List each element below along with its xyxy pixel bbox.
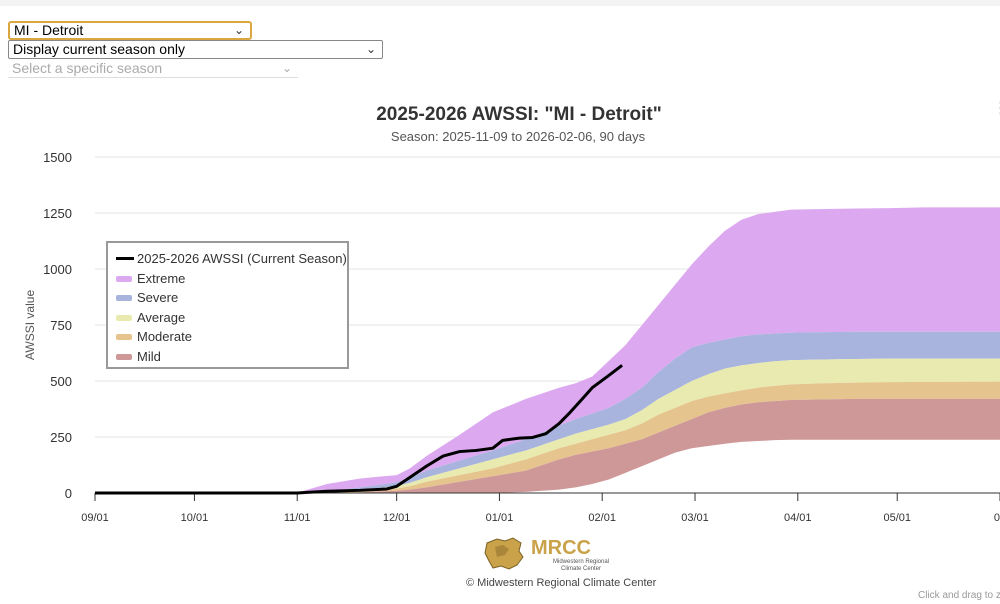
copyright-text: © Midwestern Regional Climate Center [466, 577, 657, 589]
legend-label: Average [137, 309, 186, 325]
mrcc-logo: MRCC Midwestern Regional Climate Center [484, 537, 609, 572]
legend-label: Severe [137, 290, 179, 305]
legend-label: Moderate [137, 329, 192, 344]
season-mode-value: Display current season only [13, 41, 185, 57]
specific-season-placeholder: Select a specific season [12, 60, 163, 76]
logo-subtext-2: Climate Center [561, 566, 601, 572]
y-tick-label: 1500 [43, 150, 72, 165]
logo-text: MRCC [531, 537, 591, 559]
band-average [95, 358, 1000, 493]
y-axis-label: AWSSI value [23, 290, 37, 361]
current-season-line [95, 364, 623, 495]
legend-item-moderate[interactable]: Moderate [108, 327, 347, 347]
x-tick-label: 12/01 [383, 512, 411, 524]
chart-title: 2025-2026 AWSSI: "MI - Detroit" [376, 104, 662, 125]
station-select[interactable]: MI - Detroit ⌄ [8, 21, 252, 40]
x-tick-label: 10/01 [181, 512, 209, 524]
legend-swatch [116, 275, 132, 282]
legend-label: Extreme [137, 270, 186, 286]
chart-subtitle: Season: 2025-11-09 to 2026-02-06, 90 day… [391, 129, 646, 144]
chevron-down-icon: ⌄ [281, 61, 292, 75]
x-tick-label: 11/01 [284, 512, 311, 524]
zoom-hint: Click and drag to zo [918, 590, 1000, 601]
logo-subtext-1: Midwestern Regional [553, 559, 609, 565]
legend-swatch [116, 353, 132, 360]
legend-label: Mild [137, 348, 161, 364]
x-tick-label: 06 [994, 512, 1000, 524]
legend-swatch [116, 295, 132, 301]
station-select-value: MI - Detroit [14, 22, 84, 38]
band-extreme [95, 207, 1000, 493]
y-tick-label: 1000 [43, 262, 72, 277]
y-tick-label: 250 [50, 430, 72, 445]
x-tick-label: 09/01 [81, 512, 109, 524]
y-tick-label: 1250 [43, 206, 72, 221]
legend-item-current[interactable]: 2025-2026 AWSSI (Current Season) [108, 249, 347, 269]
chart-menu-icon[interactable]: ⋮ [993, 101, 1000, 117]
legend-item-severe[interactable]: Severe [108, 288, 347, 308]
top-bar [0, 0, 1000, 6]
legend-line-swatch [116, 257, 134, 260]
legend-item-average[interactable]: Average [108, 308, 347, 328]
specific-season-select[interactable]: Select a specific season ⌄ [8, 60, 298, 78]
legend-label: 2025-2026 AWSSI (Current Season) [137, 251, 347, 266]
band-severe [95, 331, 1000, 493]
x-tick-label: 02/01 [588, 512, 616, 524]
x-tick-label: 04/01 [784, 512, 812, 524]
chevron-down-icon: ⌄ [233, 23, 244, 37]
chart-legend: 2025-2026 AWSSI (Current Season) Extreme… [106, 241, 349, 369]
y-tick-label: 500 [50, 374, 72, 389]
y-tick-label: 0 [65, 486, 72, 501]
x-tick-label: 03/01 [681, 512, 709, 524]
band-moderate [95, 381, 1000, 493]
legend-item-mild[interactable]: Mild [108, 347, 347, 367]
chevron-down-icon: ⌄ [365, 42, 376, 56]
legend-swatch [116, 334, 132, 340]
legend-item-extreme[interactable]: Extreme [108, 269, 347, 289]
x-tick-label: 01/01 [486, 512, 514, 524]
band-mild [95, 398, 1000, 493]
season-mode-select[interactable]: Display current season only ⌄ [8, 40, 383, 59]
legend-swatch [116, 314, 132, 321]
y-tick-label: 750 [50, 318, 72, 333]
x-tick-label: 05/01 [883, 512, 911, 524]
